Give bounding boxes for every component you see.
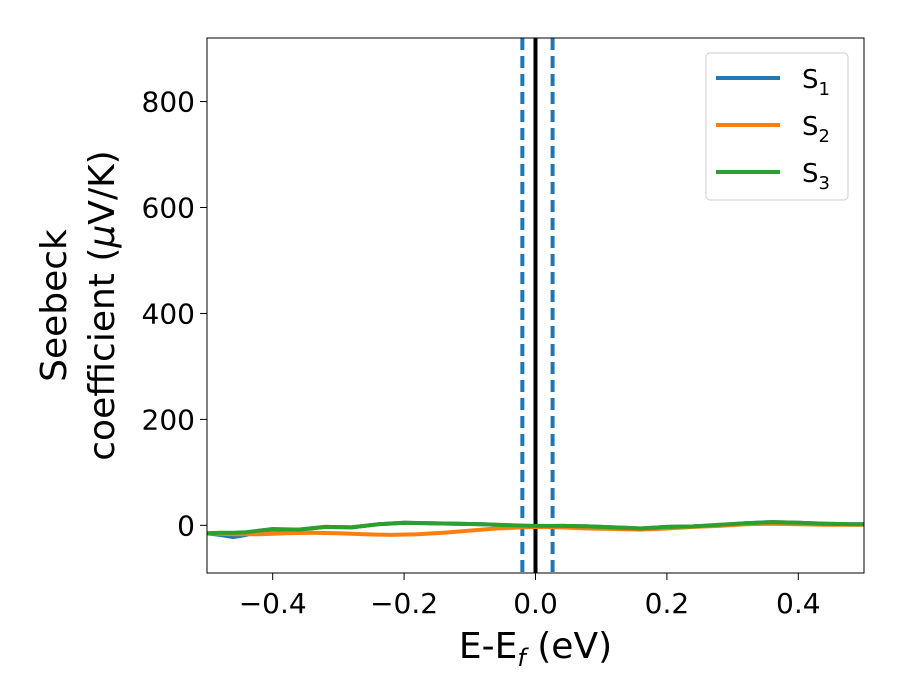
y-axis: 0 200 400 600 800 <box>142 86 207 542</box>
legend: S1 S2 S3 <box>705 52 849 201</box>
y-tick-label: 0 <box>177 509 195 542</box>
x-axis-label: E-Ef (eV) <box>459 626 612 672</box>
y-axis-label-line1: Seebeck <box>34 229 75 382</box>
y-tick-label: 600 <box>142 192 195 225</box>
x-tick-label: 0.4 <box>776 587 821 620</box>
y-axis-label: Seebeck coefficient (μV/K) <box>34 150 123 460</box>
x-axis-label-unit: (eV) <box>526 626 612 667</box>
y-tick-label: 200 <box>142 403 195 436</box>
x-tick-label: 0.2 <box>645 587 690 620</box>
legend-label-s3: S3 <box>802 159 830 194</box>
x-tick-label: −0.4 <box>239 587 307 620</box>
y-axis-label-text: coefficient ( <box>82 248 123 461</box>
y-tick-label: 400 <box>142 297 195 330</box>
x-tick-label: −0.2 <box>370 587 438 620</box>
y-tick-label: 800 <box>142 86 195 119</box>
series-line-s3 <box>207 520 864 536</box>
x-axis-label-main: E-E <box>459 626 517 667</box>
y-axis-label-line2: coefficient (μV/K) <box>82 150 123 460</box>
x-tick-label: 0.0 <box>513 587 558 620</box>
reference-lines <box>520 38 555 573</box>
legend-label-s2: S2 <box>802 112 830 147</box>
legend-label-s1: S1 <box>802 65 830 100</box>
series-lines <box>207 520 864 539</box>
y-axis-label-mu: μ <box>82 225 123 249</box>
x-axis: −0.4 −0.2 0.0 0.2 0.4 <box>239 573 821 620</box>
y-axis-label-unit: V/K) <box>82 150 123 224</box>
